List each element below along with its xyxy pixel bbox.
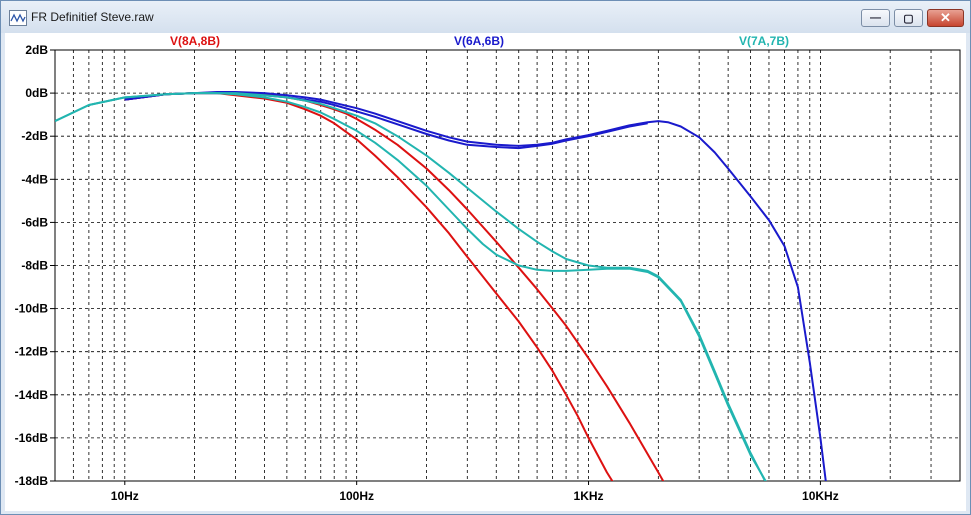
series-0-curve-0[interactable] [124,92,615,485]
legend-v6a-6b[interactable]: V(6A,6B) [454,34,505,48]
close-icon: ✕ [940,10,951,25]
y-tick-label: 0dB [25,86,48,100]
y-tick-label: -12dB [15,345,49,359]
y-tick-label: -14dB [15,388,49,402]
y-tick-label: 2dB [25,43,48,57]
minimize-button[interactable]: — [861,9,890,27]
y-tick-label: -8dB [21,259,48,273]
chart-svg[interactable]: 2dB 0dB -2dB -4dB -6dB -8dB -10dB -12dB -14dB -16… [5,33,966,511]
legend-v8a-8b[interactable]: V(8A,8B) [170,34,221,48]
y-tick-label: -18dB [15,474,49,488]
x-tick-label: 10KHz [802,489,839,503]
waveform-icon [9,10,27,26]
plot-area[interactable]: 2dB 0dB -2dB -4dB -6dB -8dB -10dB -12dB -14dB -16… [5,33,966,511]
maximize-icon: ▢ [903,12,914,25]
window-title: FR Definitief Steve.raw [31,10,154,24]
minimize-icon: — [870,12,881,24]
y-tick-label: -16dB [15,431,49,445]
title-bar[interactable]: FR Definitief Steve.raw — ▢ ✕ [1,1,970,33]
series-2-curve-1[interactable] [55,92,768,485]
y-tick-label: -2dB [21,129,48,143]
close-button[interactable]: ✕ [927,9,964,27]
y-tick-label: -6dB [21,215,48,229]
x-tick-label: 100Hz [339,489,374,503]
legend-v7a-7b[interactable]: V(7A,7B) [739,34,790,48]
maximize-button[interactable]: ▢ [894,9,923,27]
x-tick-label: 1KHz [574,489,604,503]
y-tick-label: -4dB [21,172,48,186]
x-tick-label: 10Hz [111,489,139,503]
y-tick-label: -10dB [15,302,49,316]
series-1-curve-0[interactable] [124,91,827,485]
